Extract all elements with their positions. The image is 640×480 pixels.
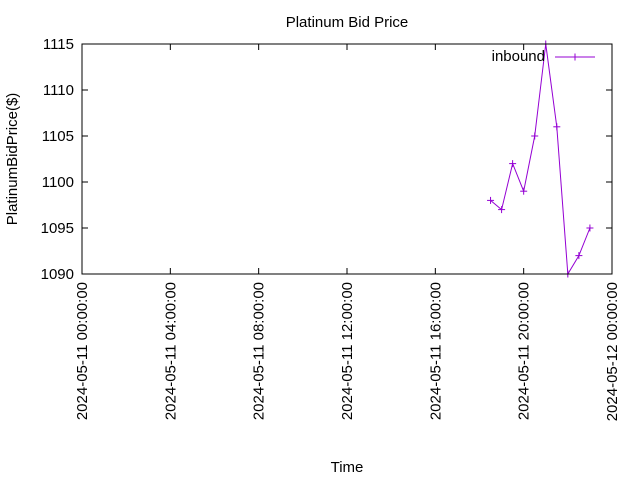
x-tick-label: 2024-05-11 00:00:00 bbox=[74, 282, 91, 420]
data-point bbox=[553, 123, 561, 131]
y-tick-label: 1090 bbox=[41, 266, 74, 283]
y-tick-label: 1115 bbox=[43, 36, 74, 53]
x-axis-label: Time bbox=[331, 459, 364, 476]
series-layer bbox=[487, 40, 594, 278]
data-point bbox=[520, 187, 528, 195]
legend-marker-inbound bbox=[571, 53, 579, 61]
data-point bbox=[575, 252, 583, 260]
legend-label-inbound: inbound bbox=[492, 48, 545, 65]
x-tick-label: 2024-05-11 08:00:00 bbox=[251, 282, 268, 420]
data-point bbox=[509, 160, 517, 168]
x-tick-label: 2024-05-11 20:00:00 bbox=[516, 282, 533, 420]
y-tick-label: 1095 bbox=[41, 220, 74, 237]
plot-frame bbox=[81, 43, 613, 275]
chart-title: Platinum Bid Price bbox=[286, 14, 409, 31]
data-point bbox=[498, 206, 506, 214]
axis-ticks: 1090 1095 1100 1105 1110 1115 2024-05-11 00:00… bbox=[41, 36, 621, 421]
data-point bbox=[531, 132, 539, 140]
y-tick-label: 1105 bbox=[42, 128, 74, 145]
x-tick-label: 2024-05-11 16:00:00 bbox=[427, 282, 444, 420]
data-point bbox=[487, 196, 495, 204]
y-axis-label: PlatinumBidPrice($) bbox=[4, 93, 21, 226]
x-tick-label: 2024-05-11 04:00:00 bbox=[162, 282, 179, 420]
legend: inbound bbox=[492, 48, 595, 65]
y-tick-label: 1110 bbox=[43, 82, 74, 99]
series-line-inbound bbox=[490, 43, 591, 276]
x-tick-label: 2024-05-12 00:00:00 bbox=[604, 282, 621, 421]
x-tick-label: 2024-05-11 12:00:00 bbox=[339, 282, 356, 420]
data-point bbox=[586, 224, 594, 232]
y-tick-label: 1100 bbox=[42, 174, 74, 191]
